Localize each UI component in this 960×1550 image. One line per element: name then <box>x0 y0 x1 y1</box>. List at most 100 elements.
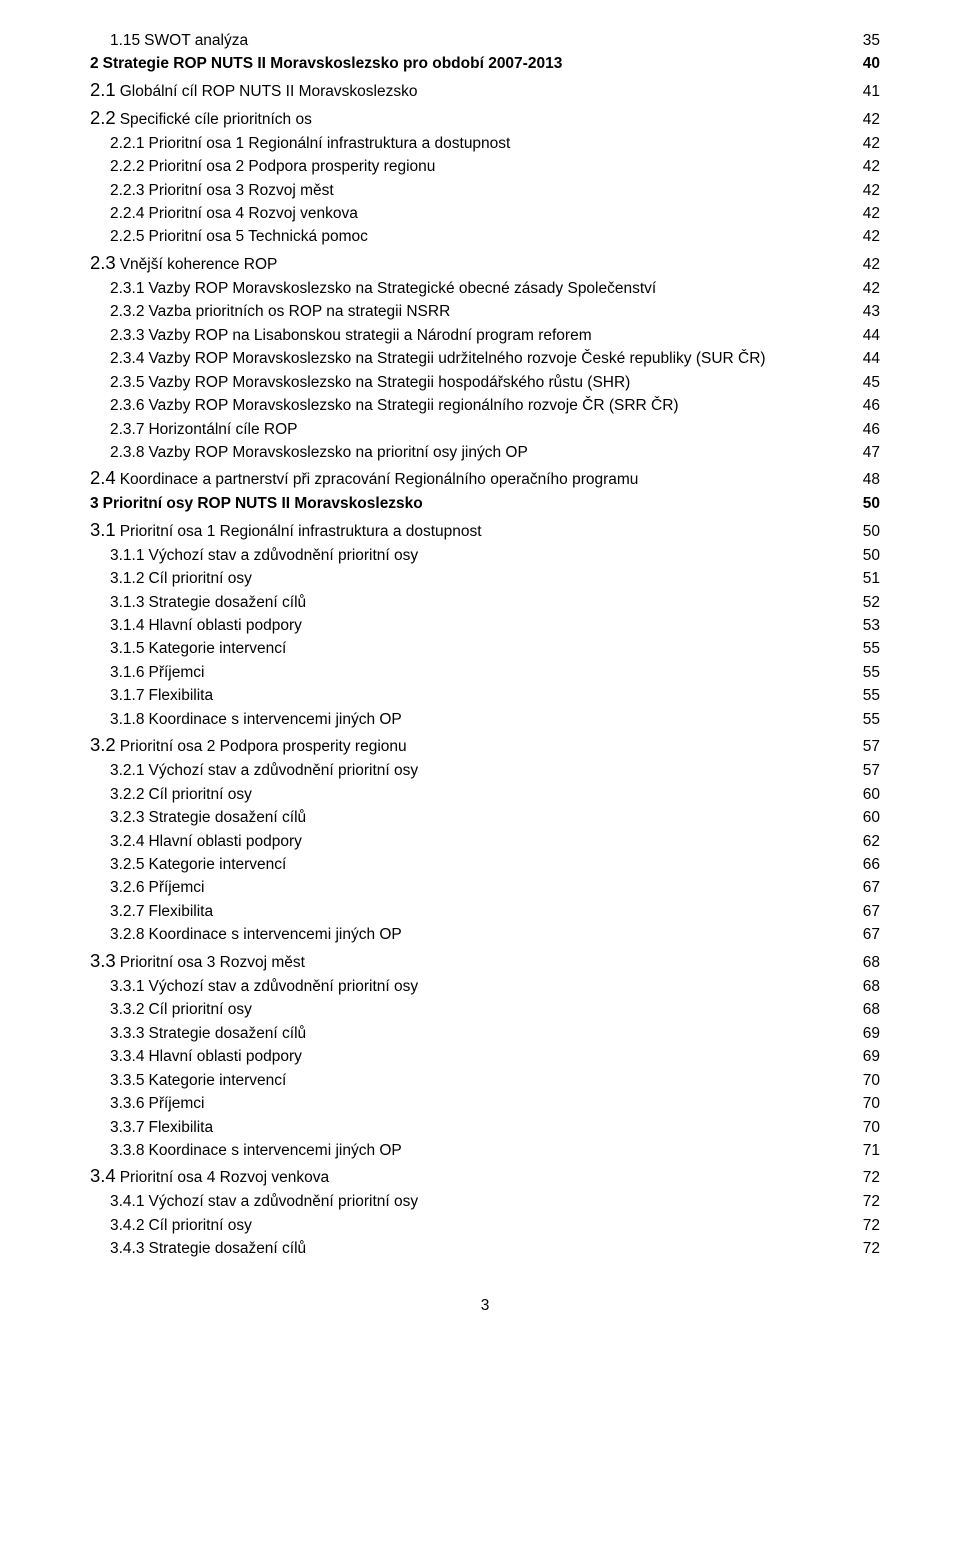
toc-entry-text: Cíl prioritní osy <box>148 786 251 803</box>
toc-entry-label: 3.2.2Cíl prioritní osy <box>110 784 852 806</box>
toc-row: 2.2.2Prioritní osa 2 Podpora prosperity … <box>110 156 880 178</box>
toc-entry-label: 2.3.8Vazby ROP Moravskoslezsko na priori… <box>110 442 852 464</box>
toc-entry-text: Flexibilita <box>148 687 213 704</box>
toc-entry-text: Strategie ROP NUTS II Moravskoslezsko pr… <box>103 55 563 72</box>
toc-entry-page: 71 <box>852 1142 880 1160</box>
toc-entry-page: 72 <box>852 1240 880 1258</box>
toc-entry-number: 2.3 <box>90 252 116 273</box>
toc-entry-text: Prioritní osy ROP NUTS II Moravskoslezsk… <box>103 495 423 512</box>
toc-entry-number: 3.3.8 <box>110 1142 144 1159</box>
toc-entry-page: 55 <box>852 640 880 658</box>
toc-entry-label: 2.3.3Vazby ROP na Lisabonskou strategii … <box>110 325 852 347</box>
toc-entry-page: 53 <box>852 617 880 635</box>
toc-entry-label: 2.3.6Vazby ROP Moravskoslezsko na Strate… <box>110 395 852 417</box>
toc-entry-text: Vazby ROP Moravskoslezsko na Strategické… <box>148 280 656 297</box>
toc-entry-label: 2.1Globální cíl ROP NUTS II Moravskoslez… <box>90 77 852 104</box>
toc-entry-page: 69 <box>852 1025 880 1043</box>
toc-entry-page: 40 <box>852 55 880 73</box>
toc-entry-label: 3.2.5Kategorie intervencí <box>110 854 852 876</box>
toc-entry-label: 3.4.1Výchozí stav a zdůvodnění prioritní… <box>110 1191 852 1213</box>
toc-entry-number: 2.3.7 <box>110 421 144 438</box>
toc-entry-number: 2.3.2 <box>110 303 144 320</box>
toc-entry-label: 2.2.2Prioritní osa 2 Podpora prosperity … <box>110 156 852 178</box>
toc-entry-label: 3.2.3Strategie dosažení cílů <box>110 807 852 829</box>
toc-entry-page: 35 <box>852 32 880 50</box>
toc-entry-number: 3.2.7 <box>110 903 144 920</box>
toc-entry-page: 42 <box>852 228 880 246</box>
toc-row: 2.3.6Vazby ROP Moravskoslezsko na Strate… <box>110 395 880 417</box>
toc-row: 3.4.2Cíl prioritní osy72 <box>110 1215 880 1237</box>
toc-row: 3.3.1Výchozí stav a zdůvodnění prioritní… <box>110 976 880 998</box>
toc-entry-number: 3.2.1 <box>110 762 144 779</box>
toc-entry-page: 52 <box>852 594 880 612</box>
toc-row: 2.2.5Prioritní osa 5 Technická pomoc42 <box>110 226 880 248</box>
toc-entry-label: 3.3.3Strategie dosažení cílů <box>110 1023 852 1045</box>
toc-entry-text: Cíl prioritní osy <box>148 570 251 587</box>
toc-entry-number: 2.2.4 <box>110 205 144 222</box>
toc-entry-number: 3.3.1 <box>110 978 144 995</box>
toc-entry-number: 3.3.3 <box>110 1025 144 1042</box>
toc-entry-page: 42 <box>852 111 880 129</box>
toc-entry-label: 2.4Koordinace a partnerství při zpracová… <box>90 465 852 492</box>
toc-row: 3.3.6Příjemci70 <box>110 1093 880 1115</box>
toc-entry-label: 3.2.8Koordinace s intervencemi jiných OP <box>110 924 852 946</box>
toc-entry-number: 3.4.2 <box>110 1217 144 1234</box>
toc-row: 3.2.7Flexibilita67 <box>110 901 880 923</box>
toc-entry-number: 3.2.4 <box>110 833 144 850</box>
toc-entry-text: Příjemci <box>148 664 204 681</box>
toc-entry-label: 1.15SWOT analýza <box>110 30 852 52</box>
toc-entry-number: 3.1.2 <box>110 570 144 587</box>
toc-entry-label: 3.1.7Flexibilita <box>110 685 852 707</box>
toc-row: 2.3.3Vazby ROP na Lisabonskou strategii … <box>110 325 880 347</box>
toc-entry-label: 3.3.1Výchozí stav a zdůvodnění prioritní… <box>110 976 852 998</box>
toc-entry-number: 3.2.3 <box>110 809 144 826</box>
toc-row: 1.15SWOT analýza35 <box>110 30 880 52</box>
toc-row: 3Prioritní osy ROP NUTS II Moravskoslezs… <box>90 493 880 515</box>
toc-row: 3.4Prioritní osa 4 Rozvoj venkova72 <box>90 1163 880 1190</box>
toc-entry-text: Kategorie intervencí <box>148 640 286 657</box>
toc-row: 2.2.1Prioritní osa 1 Regionální infrastr… <box>110 133 880 155</box>
toc-entry-page: 45 <box>852 374 880 392</box>
toc-row: 3.1.7Flexibilita55 <box>110 685 880 707</box>
toc-row: 2.2.4Prioritní osa 4 Rozvoj venkova42 <box>110 203 880 225</box>
toc-entry-page: 48 <box>852 471 880 489</box>
toc-entry-page: 57 <box>852 762 880 780</box>
toc-entry-number: 3.3.2 <box>110 1001 144 1018</box>
toc-entry-page: 72 <box>852 1217 880 1235</box>
toc-entry-page: 66 <box>852 856 880 874</box>
toc-entry-label: 3.3.4Hlavní oblasti podpory <box>110 1046 852 1068</box>
toc-entry-number: 2.2.2 <box>110 158 144 175</box>
toc-entry-page: 42 <box>852 280 880 298</box>
toc-entry-page: 67 <box>852 926 880 944</box>
toc-entry-page: 68 <box>852 954 880 972</box>
toc-entry-text: Strategie dosažení cílů <box>148 1025 306 1042</box>
toc-entry-number: 3.1.3 <box>110 594 144 611</box>
toc-row: 2.3.4Vazby ROP Moravskoslezsko na Strate… <box>110 348 880 370</box>
toc-entry-number: 3.4.1 <box>110 1193 144 1210</box>
toc-entry-label: 2.3.1Vazby ROP Moravskoslezsko na Strate… <box>110 278 852 300</box>
toc-entry-text: Vazby ROP Moravskoslezsko na Strategii u… <box>148 350 765 367</box>
toc-entry-label: 3.4Prioritní osa 4 Rozvoj venkova <box>90 1163 852 1190</box>
toc-row: 3.1.2Cíl prioritní osy51 <box>110 568 880 590</box>
toc-row: 3.4.1Výchozí stav a zdůvodnění prioritní… <box>110 1191 880 1213</box>
toc-entry-text: Výchozí stav a zdůvodnění prioritní osy <box>148 547 418 564</box>
toc-entry-number: 3.2.2 <box>110 786 144 803</box>
toc-entry-text: Příjemci <box>148 1095 204 1112</box>
toc-row: 3.2.6Příjemci67 <box>110 877 880 899</box>
toc-row: 2.2.3Prioritní osa 3 Rozvoj měst42 <box>110 180 880 202</box>
toc-entry-page: 70 <box>852 1119 880 1137</box>
toc-entry-number: 3.1.5 <box>110 640 144 657</box>
toc-entry-text: Vazby ROP Moravskoslezsko na Strategii r… <box>148 397 678 414</box>
toc-entry-text: Prioritní osa 2 Podpora prosperity regio… <box>120 738 407 755</box>
toc-entry-page: 70 <box>852 1095 880 1113</box>
toc-row: 3.1.5Kategorie intervencí 55 <box>110 638 880 660</box>
toc-entry-label: 3.2Prioritní osa 2 Podpora prosperity re… <box>90 732 852 759</box>
toc-entry-text: Prioritní osa 4 Rozvoj venkova <box>148 205 357 222</box>
toc-row: 2.3.1Vazby ROP Moravskoslezsko na Strate… <box>110 278 880 300</box>
toc-entry-text: Prioritní osa 3 Rozvoj měst <box>148 182 333 199</box>
toc-entry-page: 67 <box>852 879 880 897</box>
toc-entry-label: 2.2.3Prioritní osa 3 Rozvoj měst <box>110 180 852 202</box>
toc-entry-label: 2.2.5Prioritní osa 5 Technická pomoc <box>110 226 852 248</box>
toc-entry-label: 2.2Specifické cíle prioritních os <box>90 105 852 132</box>
page-number: 3 <box>90 1297 880 1315</box>
